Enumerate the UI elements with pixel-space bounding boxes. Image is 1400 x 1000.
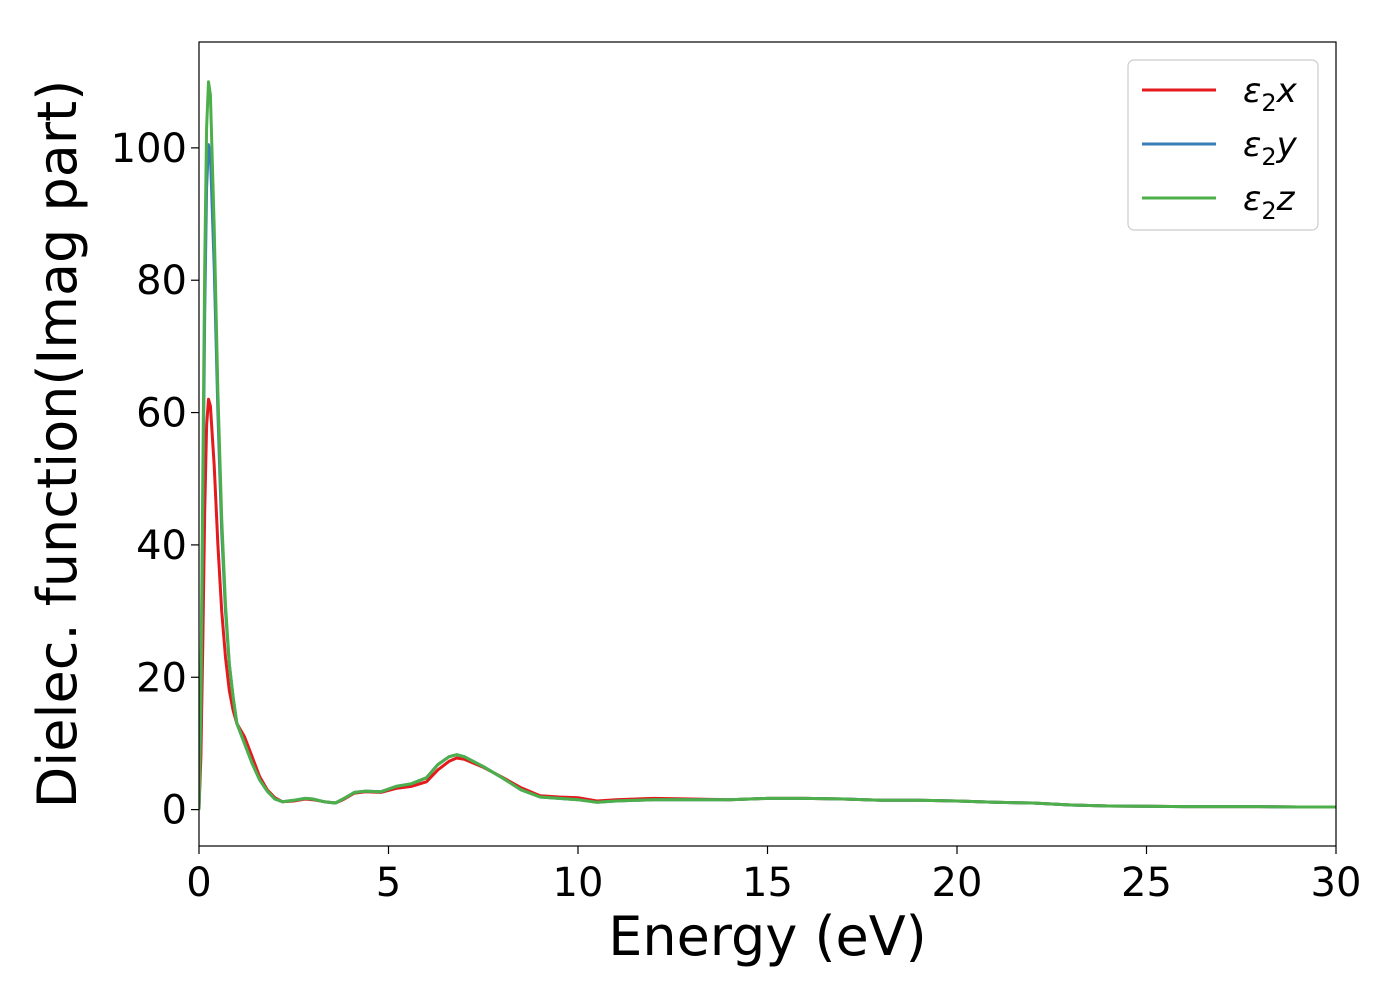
y-axis: 0 20 40 60 80 100 [111,126,199,834]
y-tick-label: 40 [136,523,187,569]
y-axis-title: Dielec. function(Imag part) [26,80,89,809]
y-tick-label: 0 [162,788,187,834]
y-tick-label: 80 [136,258,187,304]
y-tick-label: 60 [136,391,187,437]
x-tick-label: 10 [553,860,604,906]
legend: ε2x ε2y ε2z [1127,59,1319,231]
x-tick-label: 30 [1311,860,1362,906]
x-tick-label: 5 [376,860,401,906]
legend-label: ε2y [1243,125,1298,171]
legend-label: ε2x [1243,71,1298,117]
x-axis-title: Energy (eV) [608,905,927,968]
x-tick-label: 15 [742,860,793,906]
x-tick-label: 20 [932,860,983,906]
x-tick-label: 25 [1121,860,1172,906]
series-layer [199,80,1336,810]
legend-box [1127,59,1319,231]
y-tick-label: 100 [111,126,187,172]
y-tick-label: 20 [136,655,187,701]
series-line-z [199,80,1336,810]
legend-label: ε2z [1243,179,1296,225]
x-tick-label: 0 [186,860,211,906]
x-axis: 0 5 10 15 20 25 30 [186,846,1361,906]
